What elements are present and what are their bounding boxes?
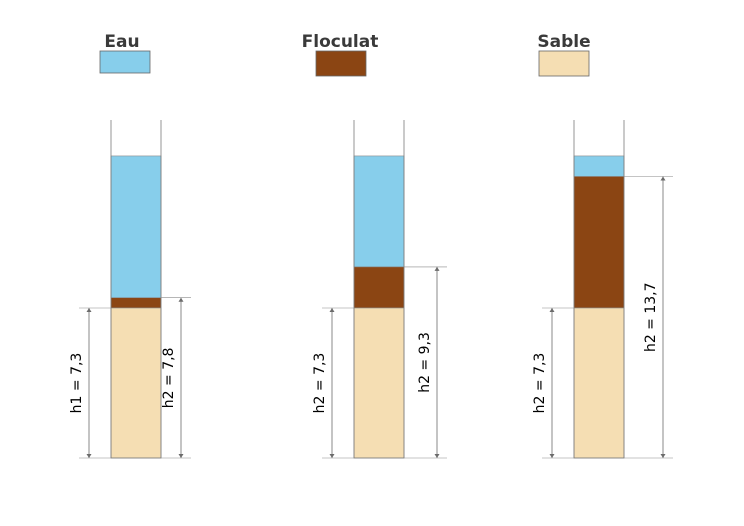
sand-layer-1 (110, 307, 162, 459)
water-layer-3 (573, 155, 625, 177)
tube-3: h2 = 7,3 h2 = 13,7 (532, 120, 673, 459)
tube-wall-3 (573, 120, 625, 459)
dimension-arrow-top-left-3 (549, 308, 555, 312)
dimension-arrow-top-left-1 (86, 308, 92, 312)
dimension-arrow-bottom-right-1 (178, 454, 184, 458)
dimension-label-left-1: h1 = 7,3 (69, 353, 85, 414)
legend-swatch-sable (538, 50, 590, 77)
sand-layer-2 (353, 307, 405, 459)
dimension-arrow-top-right-3 (660, 176, 666, 181)
floculat-layer-2 (353, 266, 405, 309)
dimension-arrow-bottom-right-3 (660, 454, 666, 458)
tube-2: h2 = 7,3 h2 = 9,3 (312, 120, 447, 459)
legend-item-eau: Eau (99, 32, 151, 74)
dimension-label-right-3: h2 = 13,7 (643, 282, 659, 352)
dimension-arrow-bottom-left-3 (549, 454, 555, 458)
legend-item-floculat: Floculat (302, 32, 379, 77)
dimension-arrow-bottom-right-2 (434, 454, 440, 458)
legend-label-eau: Eau (104, 32, 139, 52)
water-layer-1 (110, 155, 162, 299)
tube-wall-2 (353, 120, 405, 459)
dimension-arrow-bottom-left-2 (329, 454, 335, 458)
legend-item-sable: Sable (537, 32, 591, 77)
legend-swatch-floculat (315, 50, 367, 77)
water-layer-2 (353, 155, 405, 268)
sand-layer-3 (573, 307, 625, 459)
dimension-arrow-top-left-2 (329, 308, 335, 312)
floculat-layer-3 (573, 176, 625, 309)
legend: Eau Floculat Sable (99, 32, 591, 77)
tube-1: h1 = 7,3 h2 = 7,8 (69, 120, 191, 459)
tubes: h1 = 7,3 h2 = 7,8 h2 = 7,3 h2 = 9,3 h2 = 7,3… (69, 120, 673, 459)
dimension-arrow-top-right-2 (434, 266, 440, 271)
legend-label-floculat: Floculat (302, 32, 379, 52)
dimension-arrow-top-right-1 (178, 297, 184, 302)
dimension-arrow-bottom-left-1 (86, 454, 92, 458)
legend-label-sable: Sable (537, 32, 590, 52)
tube-wall-1 (110, 120, 162, 459)
floculat-layer-1 (110, 297, 162, 309)
dimension-label-left-3: h2 = 7,3 (532, 353, 548, 414)
dimension-label-right-2: h2 = 9,3 (417, 332, 433, 393)
dimension-label-left-2: h2 = 7,3 (312, 353, 328, 414)
legend-swatch-eau (99, 50, 151, 74)
dimension-label-right-1: h2 = 7,8 (161, 348, 177, 409)
